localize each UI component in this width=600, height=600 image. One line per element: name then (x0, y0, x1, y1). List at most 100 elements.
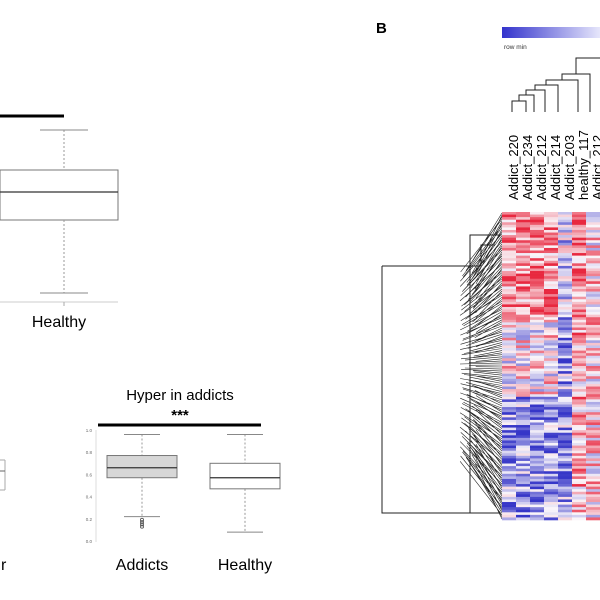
heatmap-cell (530, 409, 545, 413)
heatmap-cell (544, 265, 559, 269)
heatmap-cell (586, 455, 600, 459)
heatmap-cell (558, 219, 573, 223)
heatmap-cell (502, 283, 517, 287)
heatmap-cell (544, 463, 559, 467)
heatmap-cell (502, 273, 517, 277)
heatmap-cell (544, 371, 559, 374)
heatmap-cell (558, 312, 573, 315)
heatmap-cell (516, 453, 531, 457)
heatmap-cell (502, 306, 517, 310)
heatmap-cell (530, 376, 545, 380)
heatmap-cell (502, 348, 517, 351)
heatmap-cell (558, 289, 573, 292)
heatmap-cell (544, 404, 559, 408)
heatmap-cell (544, 301, 559, 305)
heatmap-cell (572, 381, 587, 385)
heatmap-cell (530, 499, 545, 503)
heatmap-cell (544, 489, 559, 493)
heatmap-cell (530, 517, 545, 521)
heatmap-cell (572, 466, 587, 469)
heatmap-cell (572, 296, 587, 300)
heatmap-cell (586, 407, 600, 410)
heatmap-cell (558, 265, 573, 269)
heatmap-cell (572, 458, 587, 462)
heatmap-cell (516, 235, 531, 238)
heatmap-cell (572, 448, 587, 451)
heatmap-cell (572, 404, 587, 408)
heatmap-cell (572, 350, 587, 354)
heatmap-cell (530, 391, 545, 395)
heatmap-cell (544, 353, 559, 357)
heatmap-cell (572, 306, 587, 310)
heatmap-cell (572, 312, 587, 315)
heatmap-cell (544, 276, 559, 280)
hyper-outlier (139, 520, 144, 525)
heatmap-cell (586, 304, 600, 308)
heatmap-cell (558, 314, 573, 318)
hyper-ytick-label: 1.0 (86, 428, 93, 433)
heatmap-cell (572, 368, 587, 372)
heatmap-cell (586, 425, 600, 428)
heatmap-cell (572, 414, 587, 418)
heatmap-cell (572, 327, 587, 331)
heatmap-cell (502, 237, 517, 241)
heatmap-cell (502, 340, 517, 344)
heatmap-cell (572, 276, 587, 280)
heatmap-cell (558, 391, 573, 395)
heatmap-cell (502, 373, 517, 377)
heatmap-cell (572, 237, 587, 241)
heatmap-cell (502, 312, 517, 315)
heatmap-cell (502, 255, 517, 259)
heatmap-cell (586, 258, 600, 262)
heatmap-cell (530, 371, 545, 374)
heatmap-cell (586, 337, 600, 341)
heatmap-cell (544, 512, 559, 516)
heatmap-cell (502, 355, 517, 359)
heatmap-cell (544, 342, 559, 346)
heatmap-cell (558, 250, 573, 254)
heatmap-cell (502, 345, 517, 349)
heatmap-cell (502, 391, 517, 395)
heatmap-cell (572, 514, 587, 518)
heatmap-cell (558, 407, 573, 410)
heatmap-cell (544, 430, 559, 434)
heatmap-cell (502, 512, 517, 516)
heatmap-cell (558, 299, 573, 303)
heatmap-cell (586, 389, 600, 392)
heatmap-cell (572, 432, 587, 436)
heatmap-cell (530, 437, 545, 441)
heatmap-cell (516, 360, 531, 364)
heatmap-cell (544, 502, 559, 505)
heatmap-cell (502, 466, 517, 469)
heatmap-cell (502, 363, 517, 367)
heatmap-cell (558, 222, 573, 226)
heatmap-cell (530, 455, 545, 459)
heatmap-cell (544, 425, 559, 428)
heatmap-cell (516, 502, 531, 505)
heatmap-cell (572, 391, 587, 395)
heatmap-cell (586, 296, 600, 300)
heatmap-cell (572, 383, 587, 387)
heatmap-cell (502, 214, 517, 218)
heatmap-cell (502, 232, 517, 236)
heatmap-cell (502, 219, 517, 223)
heatmap-cell (572, 235, 587, 238)
heatmap-cell (530, 507, 545, 511)
heatmap-cell (530, 366, 545, 369)
heatmap-cell (530, 430, 545, 434)
heatmap-cell (586, 448, 600, 451)
heatmap-cell (516, 371, 531, 374)
heatmap-cell (558, 394, 573, 398)
heatmap-cell (502, 322, 517, 326)
heatmap-cell (558, 412, 573, 416)
heatmap-cell (530, 240, 545, 244)
hyper-ytick-label: 0.2 (86, 517, 93, 522)
heatmap (502, 212, 600, 521)
heatmap-cell (502, 383, 517, 387)
heatmap-cell (572, 507, 587, 511)
heatmap-cell (558, 386, 573, 390)
heatmap-cell (502, 368, 517, 372)
heatmap-cell (530, 219, 545, 223)
heatmap-cell (572, 394, 587, 398)
heatmap-cell (544, 327, 559, 331)
